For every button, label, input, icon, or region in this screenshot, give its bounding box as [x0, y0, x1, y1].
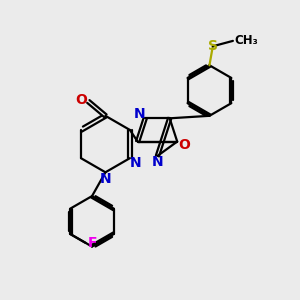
Text: O: O [75, 93, 87, 107]
Text: S: S [208, 39, 218, 53]
Text: N: N [100, 172, 111, 186]
Text: N: N [134, 107, 146, 121]
Text: O: O [178, 137, 190, 152]
Text: F: F [87, 236, 97, 250]
Text: N: N [129, 156, 141, 170]
Text: CH₃: CH₃ [234, 34, 258, 47]
Text: N: N [152, 155, 163, 170]
